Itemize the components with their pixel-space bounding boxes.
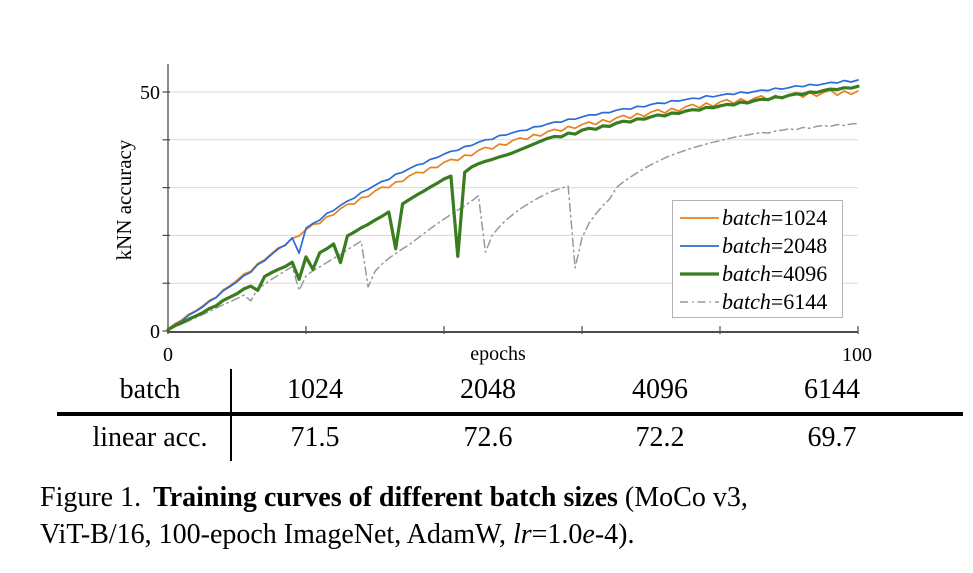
legend-label: batch=1024 bbox=[722, 205, 827, 231]
xtick-label-0: 0 bbox=[163, 344, 173, 366]
caption-eq: =1.0 bbox=[531, 519, 583, 550]
legend-line-sample-2048 bbox=[680, 245, 719, 247]
table-cell-acc-6144: 69.7 bbox=[807, 422, 857, 453]
y-axis-title: kNN accuracy bbox=[112, 139, 136, 260]
curve-batch-6144 bbox=[167, 122, 859, 331]
table-header-batch: batch bbox=[119, 374, 181, 405]
caption-lr-italic: lr bbox=[512, 519, 532, 550]
table-cell-acc-4096: 72.2 bbox=[635, 422, 685, 453]
curve-batch-2048 bbox=[167, 79, 859, 330]
legend-item-batch-4096: batch=4096 bbox=[679, 260, 842, 288]
table-cell-batch-4096: 4096 bbox=[632, 374, 688, 405]
caption-line-1: Figure 1. Training curves of different ba… bbox=[40, 479, 970, 516]
legend-value: =1024 bbox=[770, 205, 828, 230]
caption-tail: -4). bbox=[594, 519, 635, 550]
table-vertical-divider bbox=[230, 369, 232, 461]
legend-line-sample-1024 bbox=[680, 217, 719, 219]
legend-word: batch bbox=[722, 289, 771, 314]
xtick-label-100: 100 bbox=[842, 344, 872, 366]
table-cell-batch-6144: 6144 bbox=[804, 374, 860, 405]
caption-details: ViT-B/16, 100-epoch ImageNet, AdamW, bbox=[40, 519, 513, 550]
caption-bold-title: Training curves of different batch sizes bbox=[153, 482, 618, 513]
legend-label: batch=4096 bbox=[722, 261, 827, 287]
legend-item-batch-6144: batch=6144 bbox=[679, 288, 842, 316]
caption-line-2: ViT-B/16, 100-epoch ImageNet, AdamW, lr=… bbox=[40, 516, 970, 553]
table-header-linear-acc: linear acc. bbox=[92, 422, 208, 453]
legend-line-sample-6144 bbox=[680, 301, 719, 303]
legend-word: batch bbox=[722, 261, 771, 286]
table-cell-acc-1024: 71.5 bbox=[290, 422, 340, 453]
table-cell-batch-1024: 1024 bbox=[287, 374, 343, 405]
table-cell-acc-2048: 72.6 bbox=[463, 422, 513, 453]
legend-label: batch=6144 bbox=[722, 289, 827, 315]
caption-after-bold: (MoCo v3, bbox=[617, 482, 748, 513]
legend-word: batch bbox=[722, 233, 771, 258]
legend-label: batch=2048 bbox=[722, 233, 827, 259]
chart-legend: batch=1024 batch=2048 batch=4096 batch=6… bbox=[672, 200, 843, 318]
table-horizontal-rule bbox=[57, 412, 963, 416]
legend-item-batch-1024: batch=1024 bbox=[679, 204, 842, 232]
curve-batch-4096 bbox=[166, 84, 860, 332]
legend-value: =4096 bbox=[770, 261, 828, 286]
figure-number: Figure 1. bbox=[40, 482, 142, 513]
table-cell-batch-2048: 2048 bbox=[460, 374, 516, 405]
legend-value: =6144 bbox=[770, 289, 828, 314]
legend-item-batch-2048: batch=2048 bbox=[679, 232, 842, 260]
ytick-label-50: 50 bbox=[140, 82, 160, 104]
training-curves-plot: 50 0 0 100 epochs kNN accuracy bbox=[112, 64, 872, 366]
ytick-label-0: 0 bbox=[150, 321, 160, 343]
legend-line-sample-4096 bbox=[680, 272, 719, 276]
legend-value: =2048 bbox=[770, 233, 828, 258]
x-axis-title: epochs bbox=[470, 343, 526, 365]
caption-e-italic: e bbox=[582, 519, 595, 550]
figure-caption: Figure 1. Training curves of different ba… bbox=[40, 479, 970, 553]
legend-word: batch bbox=[722, 205, 771, 230]
